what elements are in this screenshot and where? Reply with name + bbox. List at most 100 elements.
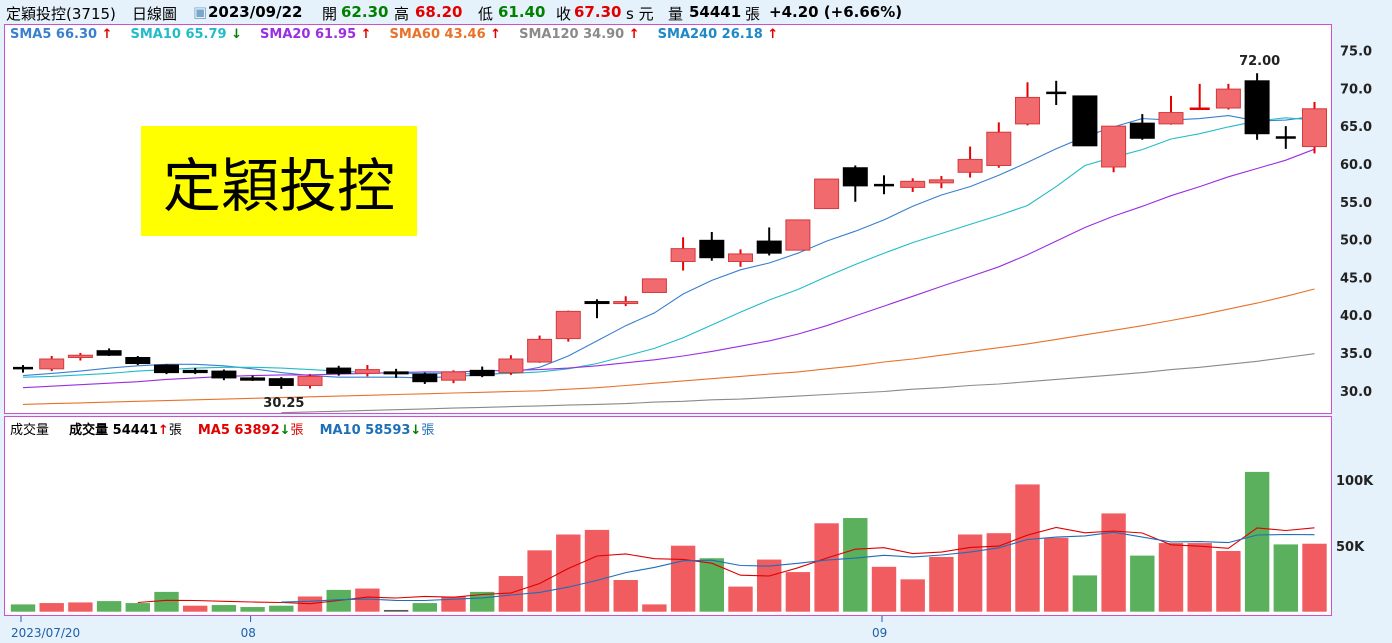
volume-bar: [1273, 543, 1299, 613]
volume-bar: [96, 600, 122, 613]
candle-body: [957, 158, 983, 173]
candle-body: [412, 373, 438, 383]
volume-bar: [670, 545, 696, 613]
price-annotation: 30.25: [263, 396, 304, 411]
candle-body: [900, 180, 926, 188]
volume-bar: [440, 595, 467, 613]
volume-bar: [1129, 555, 1156, 613]
candle-body: [527, 338, 553, 363]
candle-body: [39, 358, 65, 370]
trend-arrow-icon: ↑: [101, 27, 113, 42]
candle-body: [182, 369, 208, 374]
candle-body: [584, 301, 610, 305]
volume-bar: [1014, 483, 1041, 613]
volume-unit: 張: [745, 5, 761, 23]
candle-body: [297, 375, 323, 386]
candle-body: [613, 301, 639, 305]
volume-bar: [354, 587, 381, 613]
volume-bar: [641, 603, 668, 613]
volume-bar: [153, 591, 180, 613]
sma-line-sma10: [22, 117, 1315, 378]
sma-line-sma120: [281, 353, 1315, 414]
trend-arrow-icon: ↑: [490, 27, 502, 42]
volume-label: 量: [668, 5, 684, 23]
candle-body: [986, 131, 1012, 166]
volume-bar: [125, 602, 151, 613]
volume-bar: [1244, 471, 1270, 613]
candle-body: [211, 370, 237, 379]
volume-bar: [411, 602, 438, 613]
volume-bar: [10, 603, 36, 613]
price-axis-tick: 75.0: [1340, 45, 1372, 60]
candle-body: [1129, 122, 1155, 139]
low-label: 低: [478, 5, 494, 23]
low-value: 61.40: [498, 3, 546, 21]
change-value: +4.20 (+6.66%): [769, 3, 903, 21]
volume-legend-item: MA5 63892↓張: [197, 423, 304, 438]
volume-bar: [928, 556, 955, 613]
sma-legend-item: SMA120 34.90 ↑: [519, 27, 640, 42]
x-axis-tick-label: 2023/07/20: [11, 626, 80, 640]
volume-bar: [1186, 542, 1213, 613]
volume-bar: [526, 549, 553, 613]
candle-body: [383, 371, 409, 375]
candle-body: [96, 350, 122, 356]
candle-body: [67, 354, 93, 358]
candle-body: [728, 253, 753, 262]
price-axis-tick: 55.0: [1340, 196, 1372, 211]
candle-body: [1015, 96, 1040, 125]
candle-body: [670, 248, 696, 262]
volume-bar: [612, 579, 639, 613]
trend-arrow-icon: ↑: [360, 27, 372, 42]
price-axis-tick: 50.0: [1340, 234, 1372, 249]
sma-legend-item: SMA5 66.30 ↑: [10, 27, 113, 42]
candle-body: [756, 240, 782, 254]
price-axis-tick: 45.0: [1340, 271, 1372, 286]
trend-arrow-icon: ↓: [410, 423, 422, 438]
open-value: 62.30: [341, 3, 389, 21]
volume-axis-tick: 50K: [1336, 540, 1365, 555]
unit-label: s 元: [626, 5, 654, 23]
sma-legend-item: SMA10 65.79 ↓: [130, 27, 243, 42]
volume-bar: [182, 605, 208, 613]
volume-bar: [1301, 543, 1328, 613]
candle-body: [641, 278, 667, 293]
price-axis-tick: 40.0: [1340, 309, 1372, 324]
volume-bar: [1043, 537, 1069, 613]
candle-body: [555, 310, 581, 340]
sma-legend: SMA5 66.30 ↑ SMA10 65.79 ↓ SMA20 61.95 ↑ SM…: [10, 27, 796, 42]
volume-bar: [756, 558, 783, 613]
stock-name: 定穎投控(3715): [6, 5, 116, 23]
price-axis-tick: 35.0: [1340, 347, 1372, 362]
trend-arrow-icon: ↑: [767, 27, 779, 42]
volume-value: 54441: [689, 3, 742, 21]
candle-body: [1215, 88, 1241, 109]
high-label: 高: [394, 5, 410, 23]
price-axis-tick: 30.0: [1340, 385, 1372, 400]
volume-bar: [785, 571, 811, 613]
volume-bar: [67, 601, 94, 613]
period-dropdown-icon[interactable]: ▣: [193, 3, 208, 21]
volume-bar: [239, 606, 266, 613]
candle-body: [354, 369, 380, 374]
volume-legend-item: MA10 58593↓張: [319, 423, 435, 438]
candle-body: [842, 167, 868, 187]
candle-body: [1244, 80, 1270, 135]
candle-body: [928, 179, 954, 184]
header-bar: 定穎投控(3715) 日線圖 ▣ 2023/09/22 開 62.30 高 68…: [0, 0, 1392, 24]
volume-bar: [1158, 542, 1184, 613]
volume-legend-item: 成交量 54441↑張: [69, 423, 182, 438]
sma-legend-item: SMA60 43.46 ↑: [389, 27, 502, 42]
candle-body: [125, 356, 151, 365]
sma-line-sma20: [22, 148, 1315, 389]
trend-arrow-icon: ↑: [157, 423, 169, 438]
trend-arrow-icon: ↓: [231, 27, 243, 42]
candle-body: [441, 371, 466, 381]
trend-arrow-icon: ↓: [279, 423, 291, 438]
candle-body: [469, 369, 495, 377]
volume-bar: [842, 517, 869, 613]
candle-body: [268, 378, 294, 386]
volume-bar: [268, 605, 295, 613]
high-value: 68.20: [415, 3, 463, 21]
